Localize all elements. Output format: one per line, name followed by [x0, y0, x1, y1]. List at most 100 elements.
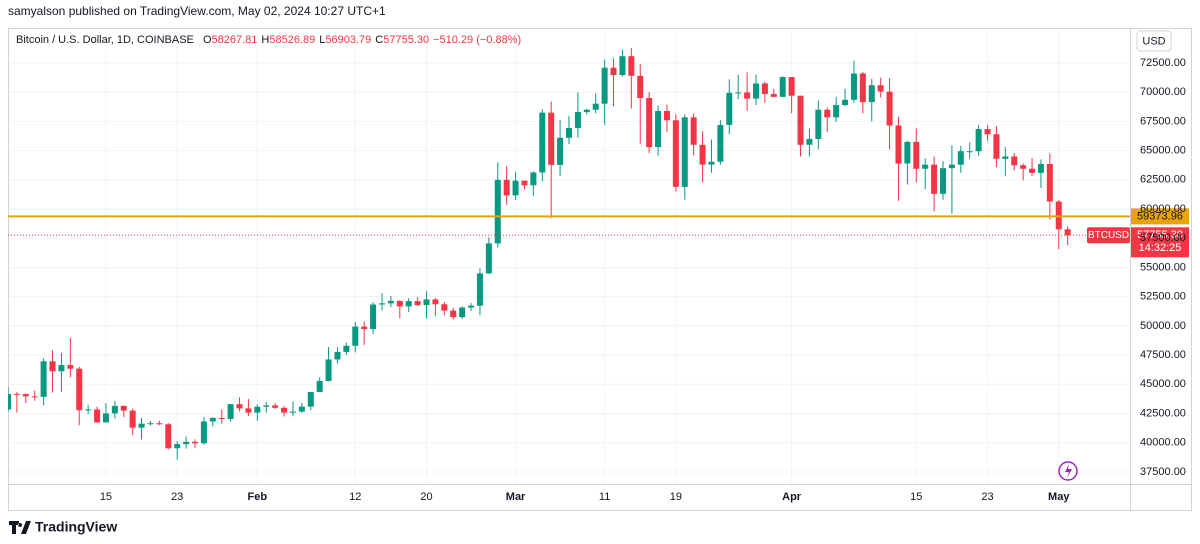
candle-body — [272, 405, 279, 408]
x-tick-label: Mar — [506, 491, 526, 503]
candle-body — [1046, 164, 1053, 202]
candle-body — [663, 111, 670, 121]
ohlc-value: 57755.30 — [383, 34, 429, 46]
x-tick-label: 23 — [981, 491, 993, 503]
candle-body — [619, 56, 626, 76]
candle-body — [922, 164, 929, 169]
candle-body — [405, 301, 412, 307]
candle-body — [868, 85, 875, 103]
x-tick-label: Apr — [782, 491, 802, 503]
y-tick-label: 37500.00 — [1140, 466, 1186, 478]
candle-body — [129, 410, 136, 428]
brand-logo — [9, 521, 31, 534]
candle-body — [192, 441, 198, 444]
candle-body — [254, 406, 261, 413]
candle-body — [22, 394, 29, 397]
candle-body — [209, 417, 216, 422]
y-tick-label: 40000.00 — [1140, 437, 1186, 449]
alert-icon[interactable] — [1058, 461, 1078, 481]
candle-body — [236, 404, 243, 409]
candle-body — [325, 359, 332, 381]
candle-body — [1064, 229, 1071, 236]
candle-body — [512, 180, 519, 196]
hline-label: 59373.96 — [1137, 210, 1183, 222]
brand: TradingView — [35, 519, 117, 535]
candle-body — [94, 409, 101, 423]
x-tick-label: 23 — [171, 491, 183, 503]
legend: Bitcoin / U.S. Dollar, 1D, COINBASE O582… — [16, 34, 521, 46]
candle-body — [637, 75, 644, 99]
candle-body — [49, 361, 56, 372]
candle-body — [67, 365, 74, 369]
candle-body — [165, 424, 172, 449]
candle-body — [343, 345, 350, 352]
candle-body — [948, 164, 955, 169]
candle-body — [289, 411, 296, 413]
candle-body — [877, 85, 884, 92]
candle-body — [744, 92, 751, 99]
candle-body — [1002, 156, 1009, 159]
candle-body — [111, 405, 118, 414]
y-tick-label: 45000.00 — [1140, 378, 1186, 390]
candle-body — [174, 444, 181, 449]
candle-body — [352, 326, 359, 346]
candle-body — [316, 380, 323, 393]
ohlc-values: O58267.81 H58526.89 L56903.79 C57755.30 −510… — [203, 34, 521, 46]
candle-body — [886, 91, 893, 126]
currency-box[interactable] — [1136, 30, 1172, 52]
candle-body — [432, 299, 439, 305]
hline-label-box — [1131, 208, 1189, 225]
candle-body — [557, 137, 564, 165]
y-tick-label: 52500.00 — [1140, 291, 1186, 303]
candle-body — [387, 300, 394, 304]
candle-body — [610, 67, 617, 76]
candle-body — [423, 299, 430, 306]
candle-body — [779, 77, 786, 97]
candle-body — [281, 407, 288, 413]
candle-body — [530, 172, 537, 186]
grid — [8, 28, 1130, 484]
candle-body — [904, 141, 911, 164]
change: −510.29 (−0.88%) — [433, 34, 521, 46]
symbol-chip-label: BTCUSD — [1088, 230, 1129, 241]
candle-body — [1011, 156, 1018, 166]
candle-body — [984, 129, 991, 135]
candle-body — [1037, 164, 1044, 173]
candle-body — [726, 92, 733, 125]
symbol-chip — [1087, 227, 1130, 244]
candle-body — [200, 421, 207, 444]
candle-body — [975, 129, 982, 152]
ohlc-value: 58267.81 — [212, 34, 258, 46]
alert-bolt — [1065, 464, 1072, 478]
candle-body — [628, 56, 635, 76]
ohlc-key: L — [319, 34, 325, 46]
candle-body — [1020, 165, 1027, 169]
candle-body — [770, 93, 777, 97]
candle-body — [735, 92, 742, 94]
candle-body — [263, 405, 270, 407]
candle-body — [797, 95, 804, 145]
y-tick-label: 47500.00 — [1140, 349, 1186, 361]
candle-body — [931, 164, 938, 194]
candle-body — [334, 351, 341, 360]
candle-body — [468, 305, 475, 308]
candle-body — [753, 83, 759, 99]
candle-body — [503, 179, 510, 196]
candle-body — [957, 151, 964, 165]
candle-body — [655, 111, 662, 148]
candle-body — [993, 134, 1000, 159]
candle-body — [85, 409, 92, 411]
x-tick-label: 12 — [349, 491, 361, 503]
candle-body — [842, 99, 849, 106]
candle-body — [583, 109, 590, 113]
candle-body — [940, 168, 946, 194]
ohlc-key: C — [375, 34, 383, 46]
y-tick-label: 55000.00 — [1140, 261, 1186, 273]
plot — [8, 48, 1130, 460]
candle-body — [646, 98, 653, 148]
candle-body — [245, 408, 252, 413]
y-tick-label: 70000.00 — [1140, 86, 1186, 98]
last-price-label: 57755.30 — [1137, 229, 1183, 241]
candle-body — [227, 404, 234, 419]
